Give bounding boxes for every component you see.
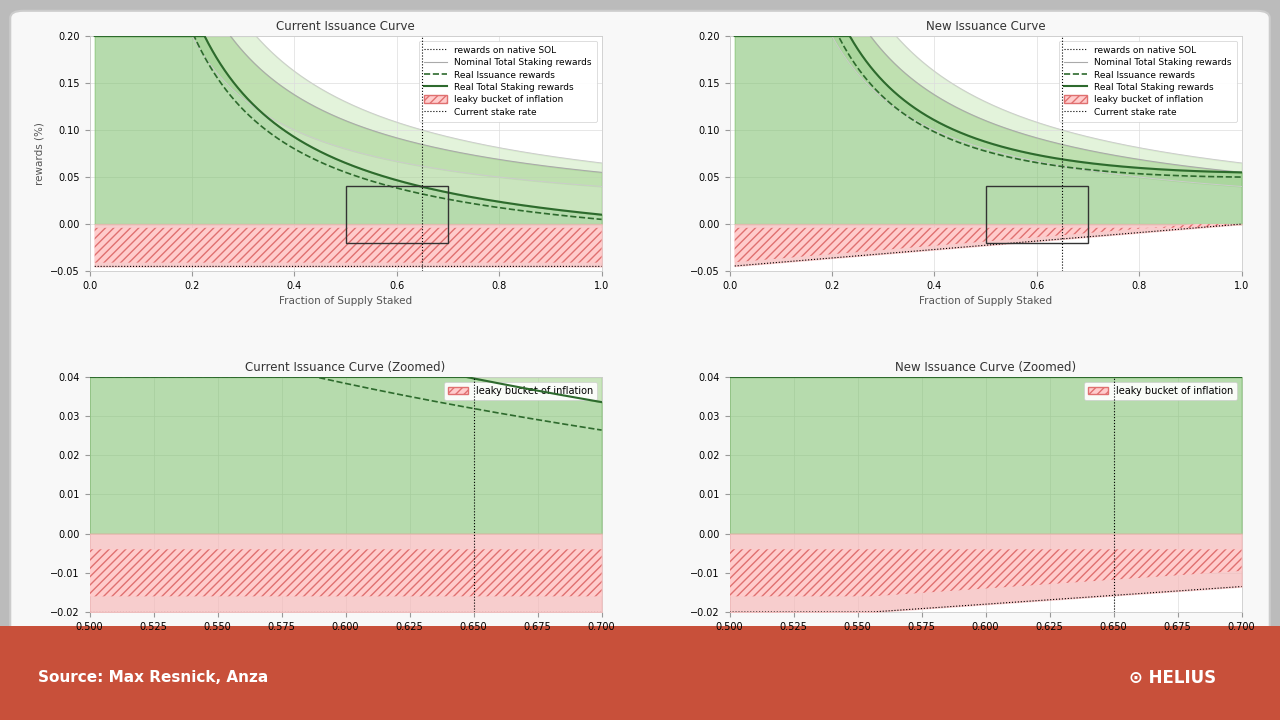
Text: Source: Max Resnick, Anza: Source: Max Resnick, Anza bbox=[38, 670, 269, 685]
Title: New Issuance Curve (Zoomed): New Issuance Curve (Zoomed) bbox=[895, 361, 1076, 374]
Y-axis label: rewards (%): rewards (%) bbox=[35, 122, 45, 185]
Legend: leaky bucket of inflation: leaky bucket of inflation bbox=[444, 382, 596, 400]
X-axis label: Fraction of Supply Staked: Fraction of Supply Staked bbox=[279, 297, 412, 307]
Title: Current Issuance Curve (Zoomed): Current Issuance Curve (Zoomed) bbox=[246, 361, 445, 374]
Bar bbox=[986, 186, 1088, 243]
Title: New Issuance Curve: New Issuance Curve bbox=[925, 20, 1046, 33]
Legend: rewards on native SOL, Nominal Total Staking rewards, Real Issuance rewards, Rea: rewards on native SOL, Nominal Total Sta… bbox=[1059, 40, 1236, 122]
Legend: rewards on native SOL, Nominal Total Staking rewards, Real Issuance rewards, Rea: rewards on native SOL, Nominal Total Sta… bbox=[419, 40, 596, 122]
X-axis label: Fraction of Supply Staked: Fraction of Supply Staked bbox=[919, 297, 1052, 307]
Legend: leaky bucket of inflation: leaky bucket of inflation bbox=[1084, 382, 1236, 400]
Text: ⊙ HELIUS: ⊙ HELIUS bbox=[1129, 669, 1216, 687]
Title: Current Issuance Curve: Current Issuance Curve bbox=[276, 20, 415, 33]
Bar bbox=[346, 186, 448, 243]
